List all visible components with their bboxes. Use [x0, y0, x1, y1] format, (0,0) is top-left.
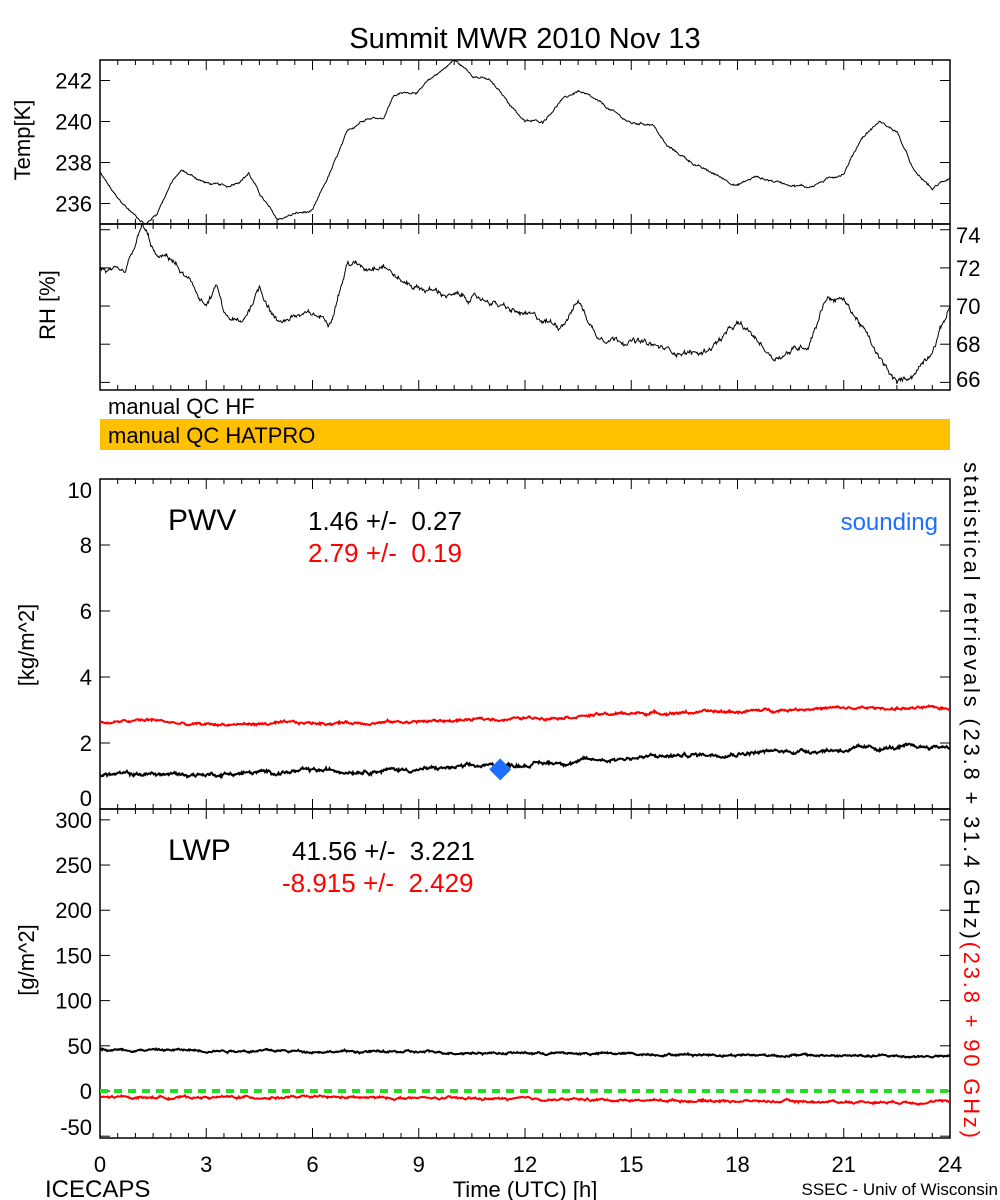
y-tick-label-pwv: 10 — [68, 478, 92, 503]
y-tick-label-lwp: -50 — [60, 1115, 92, 1140]
x-tick-label: 0 — [94, 1152, 106, 1177]
y-tick-label-pwv: 4 — [80, 665, 92, 690]
qc-hf-label: manual QC HF — [108, 394, 255, 419]
x-tick-label: 12 — [513, 1152, 537, 1177]
right-retrieval-label: statistical retrievals (23.8 + 31.4 GHz)… — [959, 462, 984, 1138]
y-tick-label-lwp: 300 — [55, 808, 92, 833]
right-label-black: statistical retrievals (23.8 + 31.4 GHz) — [959, 462, 984, 939]
y-tick-label-rh: 68 — [956, 332, 980, 357]
y-tick-label-lwp: 150 — [55, 943, 92, 968]
panel-frame-temp — [99, 59, 951, 225]
pwv-label: PWV — [168, 504, 236, 537]
y-tick-label-rh: 72 — [956, 256, 980, 281]
lwp-stat-red: -8.915 +/- 2.429 — [282, 868, 474, 898]
y-tick-label-temp: 238 — [55, 151, 92, 176]
y-tick-label-temp: 240 — [55, 110, 92, 135]
x-tick-label: 3 — [200, 1152, 212, 1177]
lwp-label: LWP — [168, 834, 231, 867]
y-tick-label-pwv: 8 — [80, 533, 92, 558]
qc-hatpro-label: manual QC HATPRO — [108, 423, 315, 448]
x-tick-label: 24 — [938, 1152, 962, 1177]
pwv-stat-black: 1.46 +/- 0.27 — [308, 506, 462, 536]
y-label-lwp: [g/m^2] — [14, 924, 39, 995]
qc-hatpro-bar — [100, 419, 950, 450]
right-label-red: (23.8 + 90 GHz) — [959, 942, 984, 1138]
x-tick-label: 6 — [306, 1152, 318, 1177]
series-line-rh-0 — [100, 224, 950, 385]
chart-title: Summit MWR 2010 Nov 13 — [349, 23, 700, 55]
y-label-temp: Temp[K] — [10, 100, 35, 181]
y-tick-label-lwp: 100 — [55, 989, 92, 1014]
y-tick-label-lwp: 250 — [55, 853, 92, 878]
y-tick-label-rh: 66 — [956, 367, 980, 392]
series-line-lwp-0 — [100, 1047, 950, 1059]
y-tick-label-rh: 74 — [956, 223, 980, 248]
x-tick-label: 21 — [832, 1152, 856, 1177]
x-tick-label: 18 — [725, 1152, 749, 1177]
series-line-lwp-1 — [100, 1093, 950, 1106]
y-tick-label-lwp: 200 — [55, 898, 92, 923]
y-tick-label-lwp: 50 — [68, 1034, 92, 1059]
x-tick-label: 9 — [413, 1152, 425, 1177]
y-tick-label-pwv: 6 — [80, 599, 92, 624]
y-tick-label-lwp: 0 — [80, 1079, 92, 1104]
y-label-rh: RH [%] — [35, 270, 60, 340]
y-tick-label-rh: 70 — [956, 294, 980, 319]
footer-right: SSEC - Univ of Wisconsin — [802, 1180, 999, 1199]
y-tick-label-temp: 236 — [55, 192, 92, 217]
footer-left: ICECAPS — [45, 1176, 150, 1200]
y-tick-label-temp: 242 — [55, 69, 92, 94]
y-tick-label-pwv: 0 — [80, 786, 92, 811]
y-label-pwv: [kg/m^2] — [14, 604, 39, 686]
lwp-stat-black: 41.56 +/- 3.221 — [292, 836, 475, 866]
series-line-pwv-1 — [100, 704, 950, 728]
x-tick-label: 15 — [619, 1152, 643, 1177]
series-line-pwv-0 — [100, 742, 950, 780]
x-axis-label: Time (UTC) [h] — [453, 1177, 598, 1200]
sounding-point — [489, 758, 512, 781]
y-tick-label-pwv: 2 — [80, 731, 92, 756]
pwv-stat-red: 2.79 +/- 0.19 — [308, 538, 462, 568]
sounding-label: sounding — [841, 509, 938, 536]
series-line-temp-0 — [100, 60, 950, 224]
